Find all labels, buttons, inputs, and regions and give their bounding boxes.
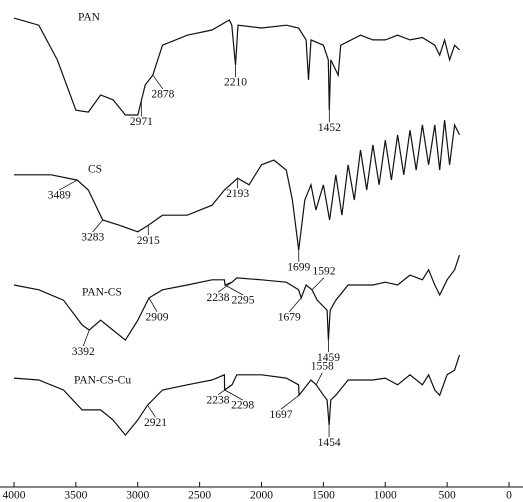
peak-label: 1459 <box>317 352 340 364</box>
peak-label: 2238 <box>207 394 230 406</box>
peak-label: 1697 <box>269 409 292 421</box>
peak-label: 2921 <box>144 417 167 429</box>
leader-line <box>217 281 233 293</box>
leader-line <box>224 389 243 401</box>
peak-label: 2193 <box>226 188 249 200</box>
leader-line <box>152 74 164 90</box>
series-label: PAN-CS-Cu <box>74 375 131 387</box>
leader-line <box>311 277 325 291</box>
x-tick-label: 2500 <box>188 490 211 502</box>
x-tick-label: 4000 <box>3 490 26 502</box>
x-tick-label: 3500 <box>64 490 87 502</box>
leader-line <box>59 179 78 191</box>
peak-label: 2238 <box>207 292 230 304</box>
leader-line <box>147 404 156 418</box>
x-tick-label: 500 <box>439 490 457 502</box>
x-tick-label: 2000 <box>250 490 273 502</box>
peak-label: 2298 <box>231 400 254 412</box>
peak-label: 1452 <box>318 122 341 134</box>
peak-label: 3283 <box>81 232 104 244</box>
peak-label: 2915 <box>137 235 160 247</box>
peak-label: 1558 <box>311 360 334 372</box>
spectrum-line <box>13 354 461 437</box>
peak-label: 1679 <box>278 311 301 323</box>
series-label: CS <box>88 164 102 176</box>
leader-line <box>148 297 158 313</box>
leader-line <box>224 284 244 296</box>
peak-label: 2295 <box>231 295 254 307</box>
peak-label: 1454 <box>318 437 341 449</box>
peak-label: 2878 <box>151 89 174 101</box>
x-tick-label: 3000 <box>126 490 149 502</box>
leader-line <box>280 394 300 410</box>
peak-label: 2210 <box>224 77 247 89</box>
spectrum-line <box>13 17 460 116</box>
series-label: PAN <box>78 12 101 24</box>
peak-label: 3489 <box>48 190 71 202</box>
leader-line <box>217 384 233 396</box>
spectrum-line <box>13 254 461 341</box>
leader-line <box>92 219 104 233</box>
leader-line <box>288 297 302 313</box>
x-tick-label: 1000 <box>374 490 397 502</box>
peak-label: 2971 <box>130 116 153 128</box>
x-tick-label: 1500 <box>312 490 335 502</box>
leader-line <box>315 372 323 385</box>
peak-label: 1699 <box>287 262 310 274</box>
peak-label: 1592 <box>312 265 335 277</box>
peak-label: 2909 <box>146 311 169 323</box>
peak-label: 3392 <box>72 346 95 358</box>
x-tick-label: 0 <box>506 490 512 502</box>
series-label: PAN-CS <box>82 287 122 299</box>
spectrum-line <box>14 120 461 250</box>
leader-line <box>82 330 90 347</box>
